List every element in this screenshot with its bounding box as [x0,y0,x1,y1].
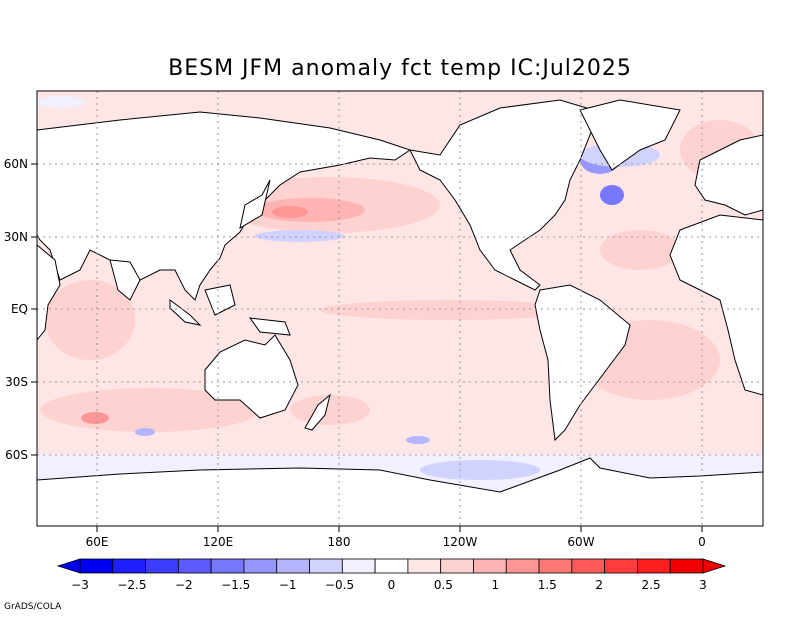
colorbar-tick-label: 2 [595,578,603,592]
lon-label-60e: 60E [86,535,109,549]
colorbar-swatch [145,558,179,574]
colorbar-swatch [243,558,278,574]
colorbar-swatch [112,558,146,574]
land-australia [204,334,299,419]
colorbar-swatch [407,558,442,574]
colorbar-tick-label: 1 [492,578,500,592]
land-greenland [579,99,681,171]
land-new-guinea [248,317,291,336]
colorbar-tick-label: −2 [175,578,193,592]
colorbar-swatch [538,558,573,574]
lon-label-120w: 120W [443,535,478,549]
axis-ticks [31,163,703,532]
colorbar-swatch [604,558,638,574]
lon-label-0: 0 [698,535,706,549]
colorbar-tick-label: 2.5 [642,578,661,592]
colorbar-tick-label: 1.5 [538,578,557,592]
colorbar-swatch [669,558,704,574]
credit-text: GrADS/COLA [4,602,62,612]
colorbar-swatch [79,558,114,574]
land-india [109,259,141,301]
lat-label-eq: EQ [11,302,28,316]
lat-label-60s: 60S [5,448,28,462]
colorbar [56,558,727,574]
lon-label-180: 180 [328,535,351,549]
colorbar-swatch [210,558,245,574]
colorbar-swatch [341,558,376,574]
colorbar-tick-label: 0.5 [434,578,453,592]
land-japan [239,179,271,230]
map-title: BESM JFM anomaly fct temp IC:Jul2025 [168,56,632,81]
lat-label-60n: 60N [4,157,28,171]
land-south-america [534,284,631,442]
lat-label-30s: 30S [5,375,28,389]
colorbar-swatch [473,558,507,574]
colorbar-tick-label: −3 [71,578,89,592]
land-north-america [409,99,601,291]
land-eurasia [37,111,412,301]
graticule [37,91,763,526]
colorbar-tick-label: −1.5 [221,578,250,592]
colorbar-arrow-right [702,558,727,574]
colorbar-swatch [177,558,212,574]
land-europe [694,134,763,216]
colorbar-swatch [309,558,343,574]
colorbar-labels: −3 −2.5 −2 −1.5 −1 −0.5 0 0.5 1 1.5 2 2.5 3 [71,578,707,592]
colorbar-arrow-left [56,558,81,574]
colorbar-swatch [571,558,606,574]
colorbar-tick-label: −0.5 [325,578,354,592]
colorbar-tick-label: −2.5 [117,578,146,592]
colorbar-swatch [374,558,409,574]
colorbar-tick-label: 0 [388,578,396,592]
colorbar-swatch [276,558,310,574]
land-africa-east [37,244,61,341]
colorbar-swatch [505,558,540,574]
land-sumatra [169,299,202,326]
lat-label-30n: 30N [4,230,28,244]
colorbar-tick-label: 3 [699,578,707,592]
lon-label-120e: 120E [203,535,234,549]
colorbar-tick-label: −1 [279,578,297,592]
land-africa-west [669,214,763,396]
colorbar-swatch [637,558,671,574]
colorbar-swatch [440,558,474,574]
lon-label-60w: 60W [567,535,594,549]
land-borneo [204,284,236,316]
land-new-zealand [304,393,331,431]
